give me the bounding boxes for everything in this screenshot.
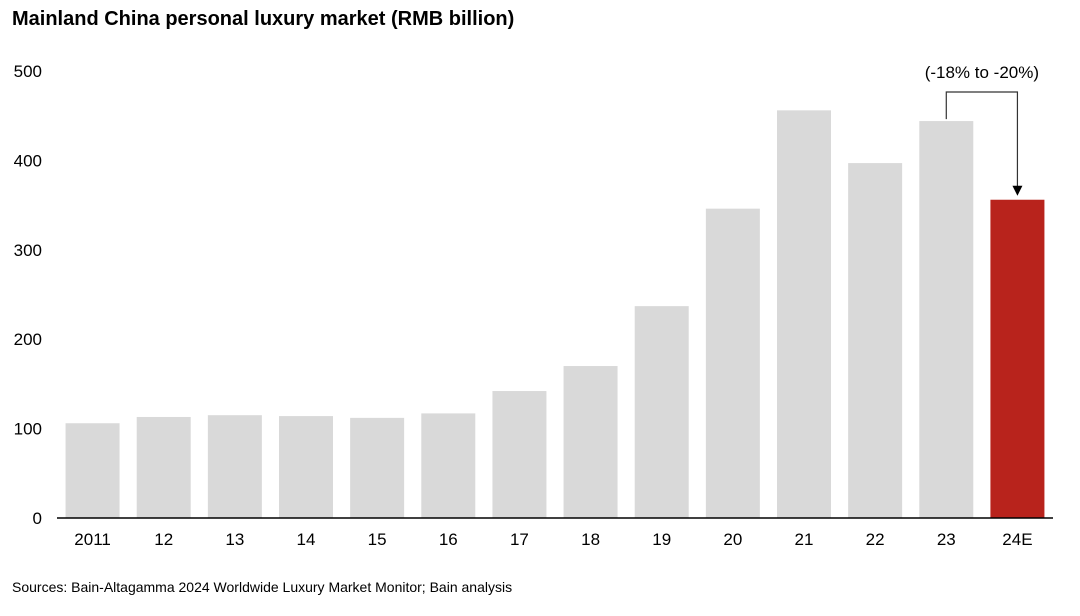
x-tick-label: 2011 (74, 530, 111, 549)
bar-24E (990, 199, 1045, 518)
y-tick-label: 200 (14, 330, 42, 349)
bars (65, 110, 1045, 519)
y-tick-label: 100 (14, 420, 42, 439)
bar-16 (421, 413, 476, 518)
x-tick-label: 20 (723, 530, 742, 549)
y-axis: 0 100 200 300 400 500 (14, 62, 42, 528)
y-tick-label: 400 (14, 151, 42, 170)
bar-23 (919, 121, 974, 519)
bar-20 (705, 208, 760, 518)
x-tick-label: 17 (510, 530, 529, 549)
x-tick-label: 19 (652, 530, 671, 549)
x-tick-label: 22 (866, 530, 885, 549)
x-tick-label: 23 (937, 530, 956, 549)
source-note: Sources: Bain-Altagamma 2024 Worldwide L… (12, 579, 513, 595)
annotation-bracket (945, 91, 1019, 188)
arrow-down-icon (1012, 185, 1023, 196)
bar-17 (492, 391, 547, 518)
y-tick-label: 0 (33, 509, 42, 528)
bar-14 (279, 416, 333, 518)
y-tick-label: 300 (14, 241, 42, 260)
x-tick-label: 21 (795, 530, 814, 549)
y-tick-label: 500 (14, 62, 42, 81)
x-tick-label: 15 (368, 530, 387, 549)
bar-19 (634, 306, 689, 518)
bar-18 (563, 366, 618, 518)
bar-12 (136, 416, 191, 518)
x-tick-label: 16 (439, 530, 458, 549)
x-tick-label: 14 (297, 530, 316, 549)
bar-22 (848, 163, 903, 518)
annotation-label: (-18% to -20%) (925, 63, 1039, 82)
bar-2011 (65, 423, 120, 518)
bar-15 (350, 417, 405, 518)
x-tick-label: 13 (225, 530, 244, 549)
chart-title: Mainland China personal luxury market (R… (12, 8, 515, 30)
x-tick-label: 12 (154, 530, 173, 549)
x-tick-label: 18 (581, 530, 600, 549)
x-axis: 2011 12 13 14 15 16 17 18 19 20 21 22 23 24E (74, 530, 1032, 549)
bar-21 (777, 110, 831, 518)
bar-13 (207, 415, 262, 518)
x-tick-label: 24E (1002, 530, 1032, 549)
change-annotation: (-18% to -20%) (925, 63, 1039, 196)
